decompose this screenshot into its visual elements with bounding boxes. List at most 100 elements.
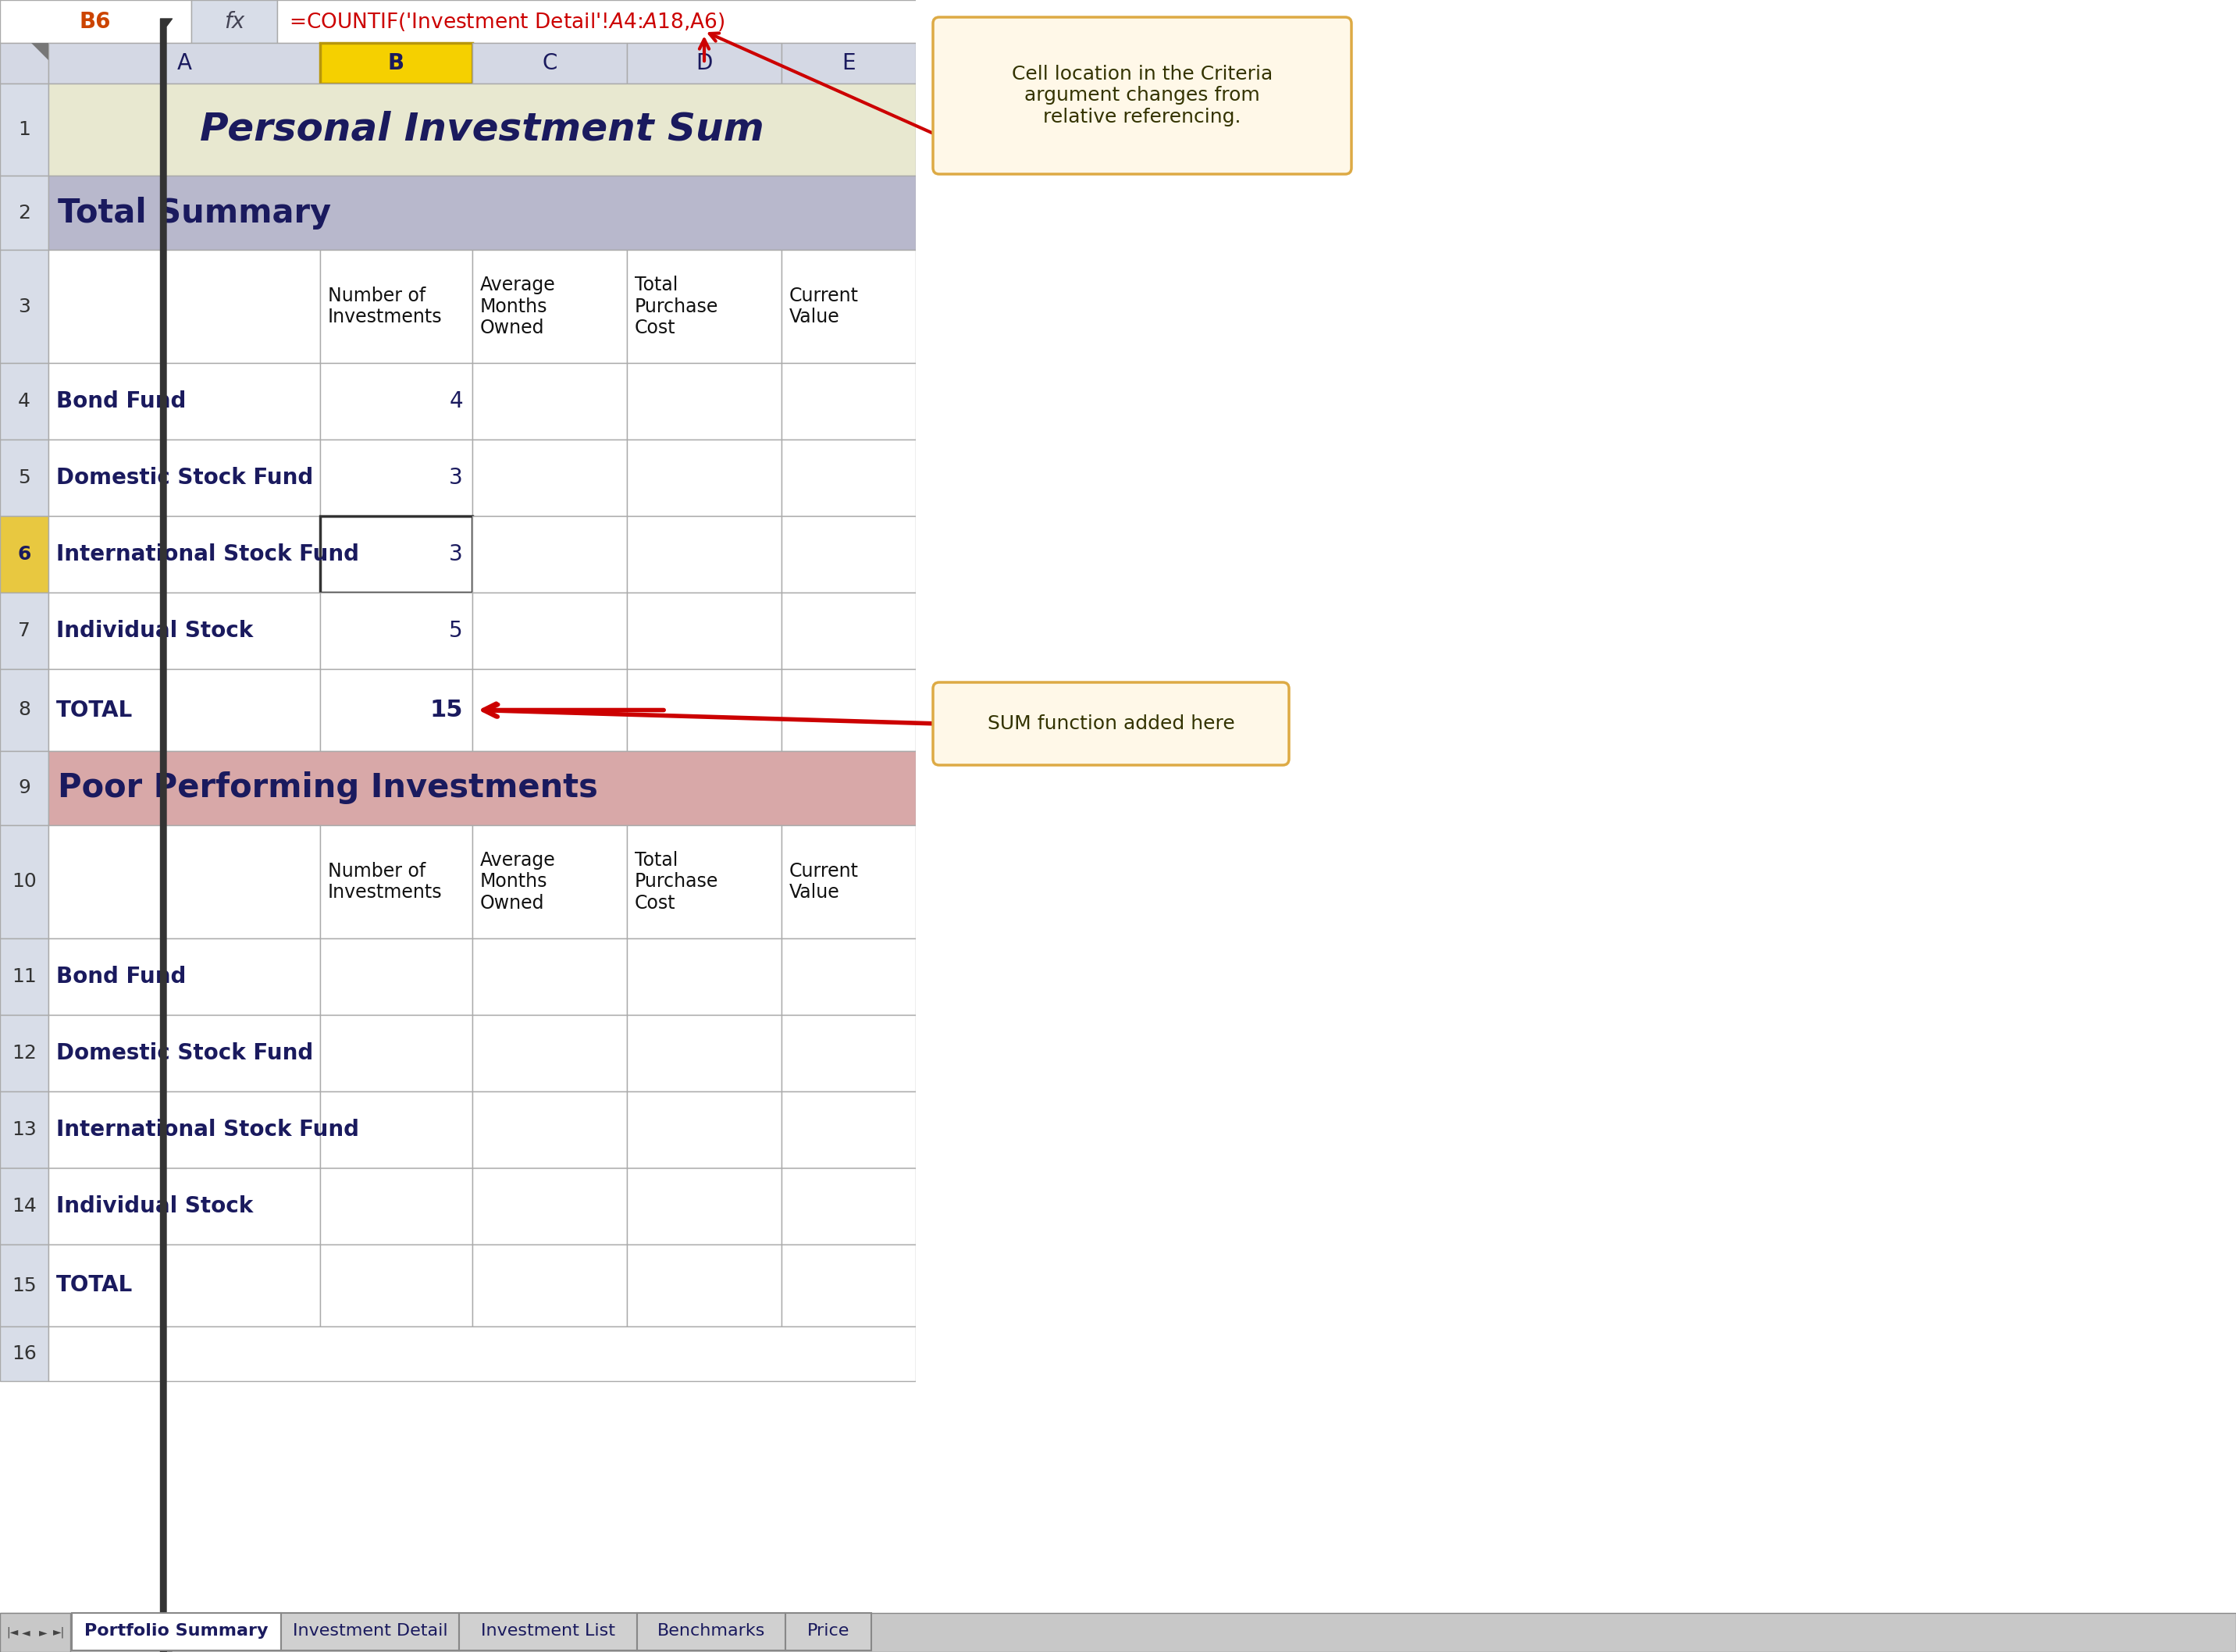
Bar	[0, 752, 49, 826]
Bar	[0, 826, 49, 938]
Bar	[472, 826, 626, 938]
Bar	[320, 515, 472, 593]
Bar	[626, 363, 783, 439]
Bar	[49, 1244, 320, 1327]
Bar	[49, 1327, 917, 1381]
Bar	[72, 1612, 282, 1650]
Text: Bond Fund: Bond Fund	[56, 390, 186, 413]
Text: 3: 3	[18, 297, 31, 316]
Text: |◄: |◄	[7, 1627, 18, 1639]
Text: Personal Investment Sum: Personal Investment Sum	[199, 111, 765, 149]
Text: Number of
Investments: Number of Investments	[329, 862, 443, 902]
Bar	[783, 669, 917, 752]
Bar	[0, 1014, 49, 1092]
Bar	[0, 1327, 49, 1381]
Bar	[626, 669, 783, 752]
Bar	[472, 515, 626, 593]
Bar	[320, 1168, 472, 1244]
Bar	[49, 1168, 320, 1244]
Bar	[458, 1612, 637, 1650]
Text: 5: 5	[18, 469, 31, 487]
Bar	[783, 938, 917, 1014]
Bar	[320, 1092, 472, 1168]
Text: Individual Stock: Individual Stock	[56, 1196, 253, 1218]
Text: 9: 9	[18, 778, 31, 798]
Bar	[282, 1612, 458, 1650]
Bar	[472, 669, 626, 752]
Bar	[49, 363, 320, 439]
Bar	[472, 1168, 626, 1244]
Text: 4: 4	[449, 390, 463, 413]
Bar	[49, 826, 320, 938]
Bar	[0, 515, 49, 593]
Bar	[0, 1612, 2236, 1652]
Bar	[626, 1014, 783, 1092]
Bar	[783, 593, 917, 669]
Text: 2: 2	[18, 203, 31, 221]
Bar	[472, 938, 626, 1014]
FancyBboxPatch shape	[932, 682, 1288, 765]
Bar	[626, 439, 783, 515]
Bar	[49, 593, 320, 669]
Text: Portfolio Summary: Portfolio Summary	[85, 1624, 268, 1639]
Bar	[0, 249, 49, 363]
Bar	[49, 84, 917, 175]
Bar	[472, 1092, 626, 1168]
Text: 4: 4	[18, 392, 31, 411]
Text: International Stock Fund: International Stock Fund	[56, 1118, 360, 1140]
Text: TOTAL: TOTAL	[56, 1275, 132, 1297]
Bar	[0, 593, 49, 669]
Bar	[320, 1014, 472, 1092]
Bar	[49, 669, 320, 752]
Bar	[0, 1612, 69, 1652]
Bar	[472, 1244, 626, 1327]
Bar	[0, 0, 192, 43]
Bar	[472, 363, 626, 439]
Bar	[49, 515, 320, 593]
Text: 6: 6	[18, 545, 31, 563]
Bar	[626, 938, 783, 1014]
Text: 14: 14	[11, 1196, 36, 1216]
Bar	[626, 1092, 783, 1168]
Bar	[785, 1612, 872, 1650]
Bar	[320, 439, 472, 515]
Text: Bond Fund: Bond Fund	[56, 966, 186, 988]
Polygon shape	[31, 43, 49, 59]
Text: 15: 15	[429, 699, 463, 722]
Bar	[0, 43, 49, 84]
Bar	[0, 439, 49, 515]
Bar	[49, 43, 320, 84]
Text: 12: 12	[11, 1044, 36, 1062]
Bar	[320, 363, 472, 439]
Text: ◄: ◄	[22, 1627, 29, 1637]
Bar	[472, 249, 626, 363]
Bar	[0, 938, 49, 1014]
Bar	[472, 1014, 626, 1092]
Bar	[0, 0, 2236, 43]
Bar	[0, 1244, 49, 1327]
Bar	[472, 439, 626, 515]
Text: Average
Months
Owned: Average Months Owned	[481, 851, 557, 914]
Bar	[49, 175, 917, 249]
Bar	[783, 1014, 917, 1092]
Bar	[0, 84, 49, 175]
Text: TOTAL: TOTAL	[56, 699, 132, 720]
Bar	[637, 1612, 785, 1650]
Text: 1: 1	[18, 121, 31, 139]
Text: Domestic Stock Fund: Domestic Stock Fund	[56, 468, 313, 489]
Bar	[626, 43, 783, 84]
FancyBboxPatch shape	[932, 17, 1351, 173]
Bar	[277, 0, 2236, 43]
Text: B: B	[389, 53, 405, 74]
Text: International Stock Fund: International Stock Fund	[56, 544, 360, 565]
Text: fx: fx	[224, 10, 244, 33]
Text: 3: 3	[449, 544, 463, 565]
Text: Benchmarks: Benchmarks	[657, 1624, 765, 1639]
Bar	[49, 752, 917, 826]
Text: 10: 10	[11, 872, 36, 890]
Bar	[626, 515, 783, 593]
Bar	[49, 1092, 320, 1168]
Bar	[49, 938, 320, 1014]
Bar	[0, 175, 49, 249]
Bar	[0, 363, 49, 439]
